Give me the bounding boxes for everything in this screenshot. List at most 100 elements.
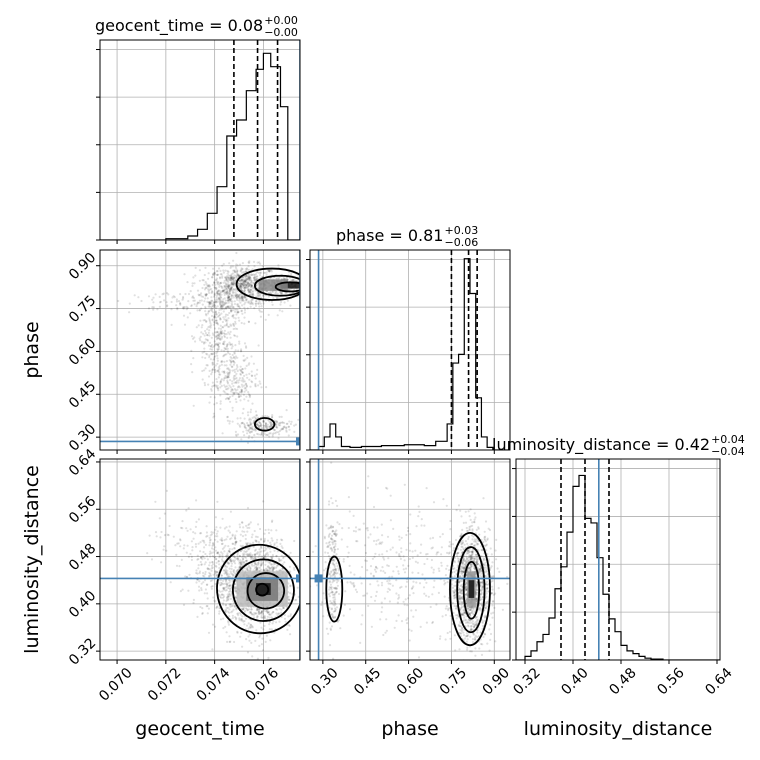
sample-point <box>274 432 277 435</box>
sample-point <box>237 559 240 562</box>
sample-point <box>257 566 260 569</box>
sample-point <box>257 344 260 347</box>
sample-point <box>225 290 229 293</box>
sample-point <box>260 537 263 541</box>
sample-point <box>244 279 248 282</box>
sample-point <box>221 264 224 267</box>
sample-point <box>217 289 220 292</box>
sample-point <box>215 526 218 529</box>
sample-point <box>213 366 216 369</box>
sample-point <box>232 360 235 363</box>
sample-point <box>233 269 236 272</box>
sample-point <box>243 374 246 377</box>
sample-point <box>204 543 207 547</box>
sample-point <box>211 308 214 311</box>
sample-point <box>242 378 245 381</box>
sample-point <box>231 542 234 545</box>
sample-point <box>227 562 231 565</box>
sample-point <box>268 613 271 616</box>
sample-point <box>248 396 251 399</box>
sample-point <box>454 594 457 597</box>
sample-point <box>238 526 242 529</box>
sample-point <box>260 611 263 614</box>
sample-point <box>487 558 490 561</box>
sample-point <box>232 393 236 396</box>
sample-point <box>226 419 229 422</box>
sample-point <box>252 260 256 263</box>
sample-point <box>246 553 249 556</box>
sample-point <box>259 421 262 425</box>
density-contour <box>255 582 270 597</box>
sample-point <box>240 561 243 564</box>
sample-point <box>250 613 254 616</box>
sample-point <box>251 564 254 567</box>
sample-point <box>268 547 271 550</box>
sample-point <box>207 305 210 308</box>
sample-point <box>238 379 241 382</box>
sample-point <box>243 291 246 294</box>
sample-point <box>229 298 232 301</box>
sample-point <box>213 304 216 307</box>
sample-point <box>224 397 227 401</box>
sample-point <box>233 381 236 384</box>
sample-point <box>216 362 219 365</box>
sample-point <box>277 424 280 427</box>
sample-point <box>228 525 231 528</box>
sample-point <box>273 566 276 569</box>
sample-point <box>263 539 266 542</box>
sample-point <box>228 292 231 295</box>
sample-point <box>226 367 229 370</box>
sample-point <box>233 361 236 364</box>
sample-point <box>234 377 237 380</box>
sample-point <box>460 596 463 600</box>
sample-point <box>219 330 222 333</box>
sample-point <box>249 623 252 626</box>
sample-point <box>249 408 253 411</box>
sample-point <box>220 293 223 296</box>
sample-point <box>280 611 283 614</box>
sample-point <box>251 301 254 305</box>
sample-point <box>195 569 198 572</box>
sample-point <box>453 588 457 591</box>
sample-point <box>474 634 477 637</box>
sample-point <box>206 567 209 570</box>
sample-point <box>229 597 232 601</box>
sample-point <box>260 305 263 308</box>
sample-point <box>227 295 230 298</box>
sample-point <box>259 315 262 318</box>
sample-point <box>163 299 166 302</box>
sample-point <box>487 583 490 586</box>
sample-point <box>202 342 206 345</box>
sample-point <box>476 559 479 562</box>
sample-point <box>215 319 218 322</box>
sample-point <box>465 588 468 592</box>
sample-point <box>233 559 236 562</box>
sample-point <box>482 497 485 500</box>
sample-point <box>224 281 227 284</box>
sample-point <box>229 557 232 561</box>
sample-point <box>282 426 285 429</box>
sample-point <box>208 571 211 575</box>
sample-point <box>147 295 151 298</box>
sample-point <box>449 528 452 531</box>
sample-point <box>255 567 258 570</box>
sample-point <box>243 425 246 428</box>
sample-point <box>476 543 479 546</box>
sample-point <box>228 635 231 638</box>
sample-point <box>227 545 230 548</box>
sample-point <box>231 369 234 372</box>
sample-point <box>228 640 231 644</box>
sample-point <box>219 304 222 307</box>
sample-point <box>237 305 240 308</box>
sample-point <box>305 284 307 286</box>
sample-point <box>251 381 254 384</box>
sample-point <box>263 540 266 544</box>
sample-point <box>285 409 288 412</box>
sample-point <box>253 265 256 268</box>
sample-point <box>213 415 216 418</box>
sample-point <box>245 283 248 286</box>
sample-point <box>226 275 229 278</box>
sample-point <box>263 616 266 619</box>
sample-point <box>208 564 211 567</box>
sample-point <box>240 284 243 287</box>
